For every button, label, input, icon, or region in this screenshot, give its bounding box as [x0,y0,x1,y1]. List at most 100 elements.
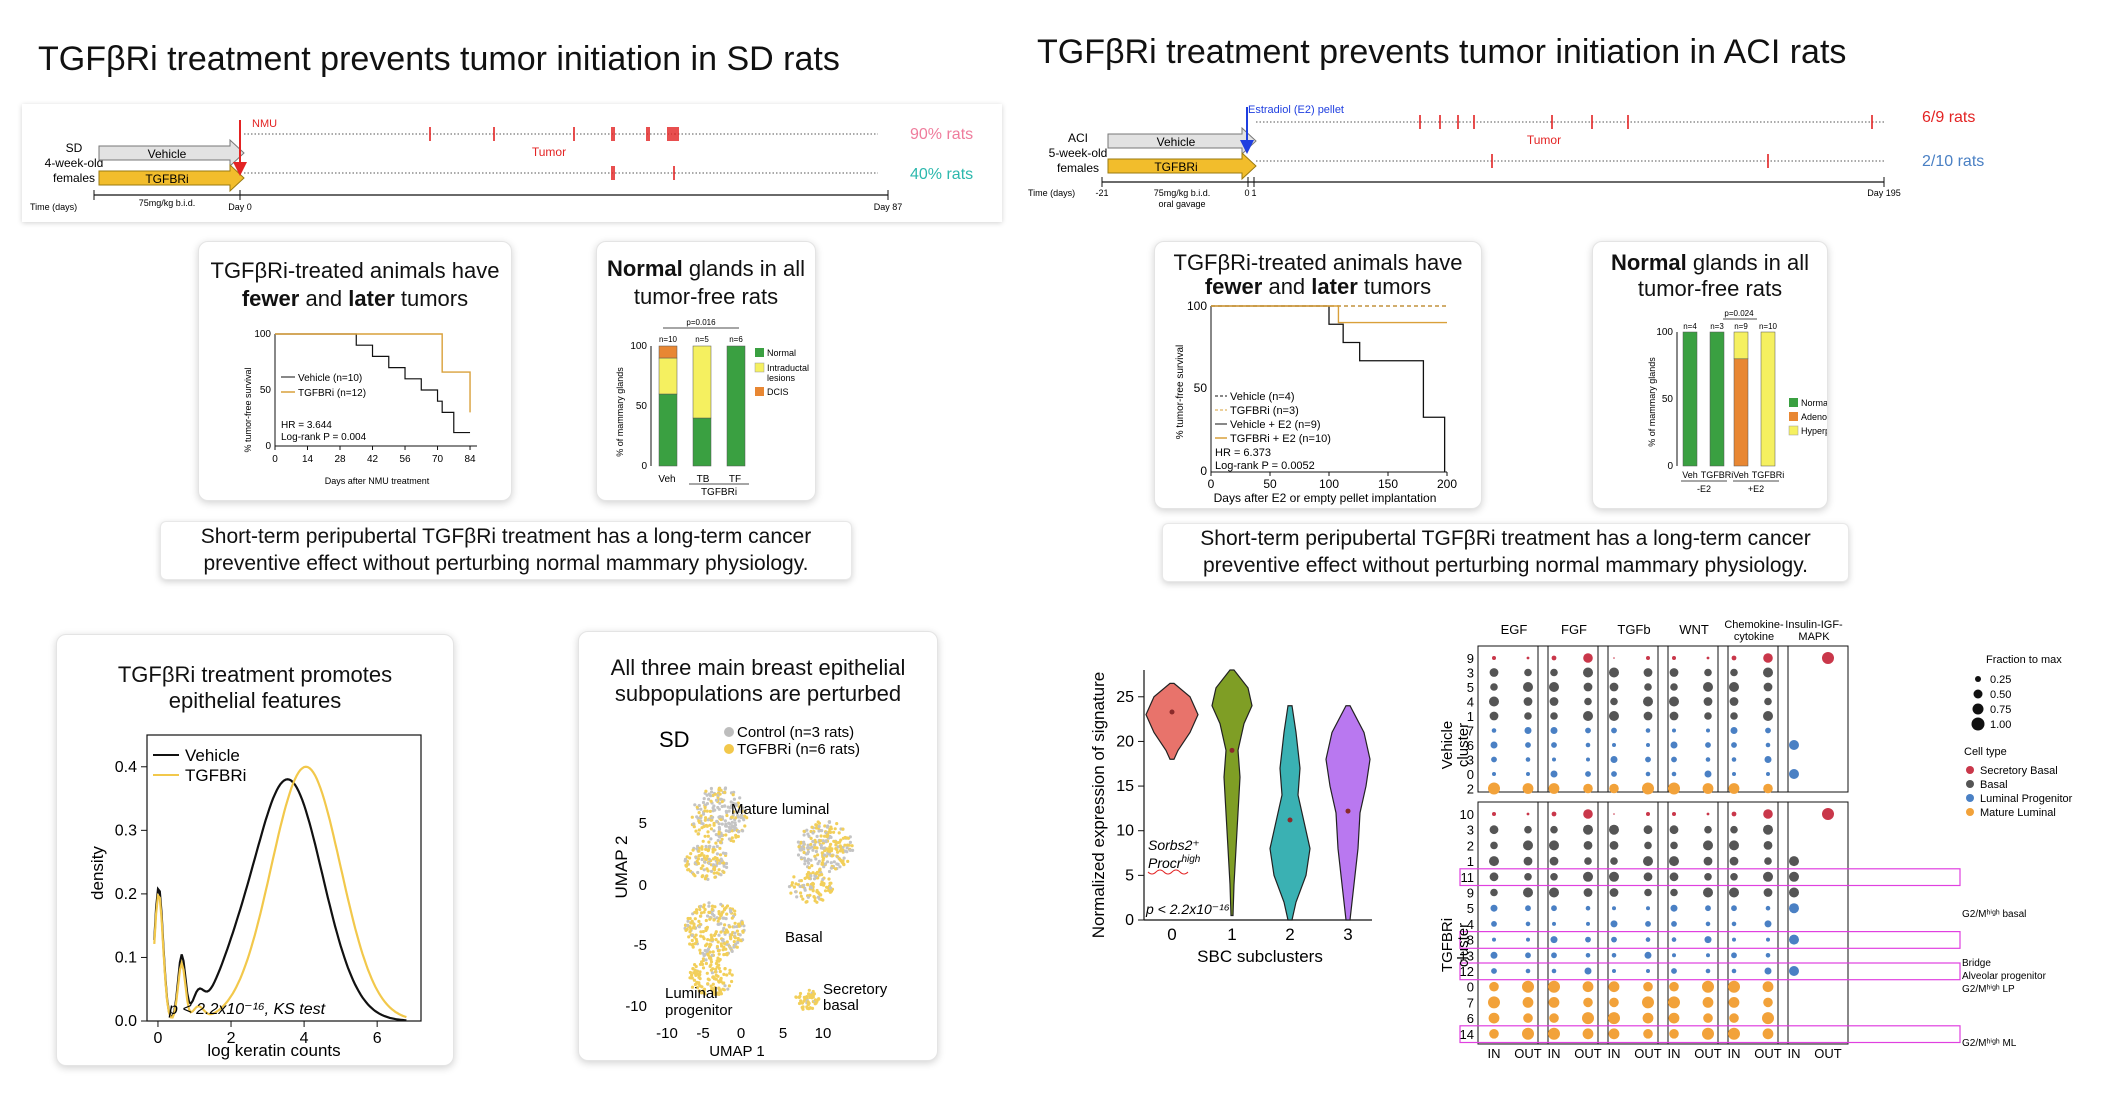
umap-point [705,809,709,813]
umap-point [724,947,728,951]
umap-point [810,864,814,868]
dotplot-dot [1549,840,1559,851]
umap-point [705,971,709,975]
dotplot-dot [1488,782,1500,795]
sd-survival-card: TGFβRi-treated animals have fewer and la… [198,241,512,501]
dotplot-dot [1583,783,1593,794]
umap-point [829,842,833,846]
umap-point [698,914,703,918]
dotplot-dot [1492,812,1496,816]
umap-point [743,824,747,828]
umap-point [714,973,718,977]
umap-point [703,948,707,953]
aci-glands-title2: tumor-free rats [1637,276,1783,301]
dotplot-dot [1522,997,1534,1008]
umap-point [719,912,724,916]
aci-glands-title1: Normal glands in all [1610,250,1810,275]
umap-point [736,834,740,839]
umap-point [719,992,723,996]
sd-km-chart: % tumor-free survival 0 50 100 0 14 28 42 56… [243,329,477,486]
dotplot-dot [1585,742,1591,748]
dotplot-dot [1610,857,1618,865]
umap-point [739,815,743,820]
dotplot-dot [1702,997,1714,1008]
dotplot-dot [1612,906,1616,911]
umap-point [728,826,732,830]
aci-strain: ACI [1068,131,1088,145]
svg-text:-10: -10 [625,998,647,1015]
dotplot-dot [1643,872,1653,882]
dotplot-dot [1551,952,1557,959]
umap-point [832,830,836,834]
density-ytick: 0.4 [115,759,137,776]
dotplot-cluster-label: 6 [1467,738,1474,753]
dotplot-dot [1584,857,1592,865]
umap-point [707,978,711,982]
umap-point [727,984,731,988]
umap-point [715,852,719,856]
umap-point [722,981,726,985]
dotplot-dot [1489,696,1499,707]
aci-km-chart: % tumor-free survival 0 50 100 0 50 100 150… [1175,300,1457,505]
svg-text:Vehicle (n=4): Vehicle (n=4) [1230,391,1295,403]
umap-point [725,951,729,956]
umap-point [799,891,803,895]
umap-point [812,846,816,850]
umap-point [701,864,705,868]
dotplot-dot [1585,771,1591,777]
umap-point [734,835,738,839]
umap-point [710,935,714,939]
sd-summary: Short-term peripubertal TGFβRi treatment… [160,521,852,580]
dotplot-dot [1523,887,1533,898]
sd-km-xtick: 70 [432,454,444,465]
aci-sex: females [1057,161,1099,175]
dotplot-cluster-label: 3 [1467,666,1474,681]
sd-km-title1: TGFβRi-treated animals have [210,258,500,283]
density-ytick: 0.3 [115,822,137,839]
umap-point [718,969,722,974]
density-pval: p < 2.2x10⁻¹⁶, KS test [168,1001,326,1018]
aci-time-label: Time (days) [1028,188,1075,198]
umap-point [688,970,692,975]
umap-point [815,846,819,850]
umap-point [725,865,729,869]
dotplot-dot [1523,856,1533,866]
dotplot-in-label: IN [1728,1046,1741,1061]
umap-point [817,821,821,825]
dotplot-dot [1548,980,1560,993]
umap-point [709,827,713,831]
umap-point [711,982,715,986]
dotplot-pathway-label: WNT [1679,622,1709,637]
density-card: TGFβRi treatment promotes epithelial fea… [56,634,454,1066]
umap-point [701,951,705,955]
umap-point [725,904,730,908]
umap-point [724,829,728,833]
dotplot-dot [1613,813,1615,815]
dotplot-dot [1491,728,1497,733]
umap-point [802,883,806,887]
umap-point [797,995,801,999]
dotplot-dot [1731,757,1737,762]
umap-point [810,845,814,849]
umap-point [734,802,738,806]
umap-point [686,868,690,872]
violin-shapes [1145,669,1371,921]
dotplot-dot [1763,809,1773,819]
umap-point [720,944,724,948]
aci-timeline: ACI 5-week-old females Vehicle TGFBRi Es… [1022,92,2022,210]
dotplot-in-label: IN [1488,1046,1501,1061]
umap-point [735,929,739,933]
umap-point [721,851,725,855]
dotplot-in-label: IN [1788,1046,1801,1061]
dotplot-dot [1668,782,1680,795]
dotplot-dot [1763,667,1773,678]
umap-point [711,809,715,813]
dotplot-dot [1671,968,1677,974]
svg-text:Basal: Basal [785,929,823,946]
umap-point [690,938,694,943]
svg-text:Veh: Veh [658,474,675,485]
dotplot-dot [1822,808,1834,820]
umap-point [806,859,810,863]
umap-point [804,995,808,1000]
umap-point [714,961,718,966]
